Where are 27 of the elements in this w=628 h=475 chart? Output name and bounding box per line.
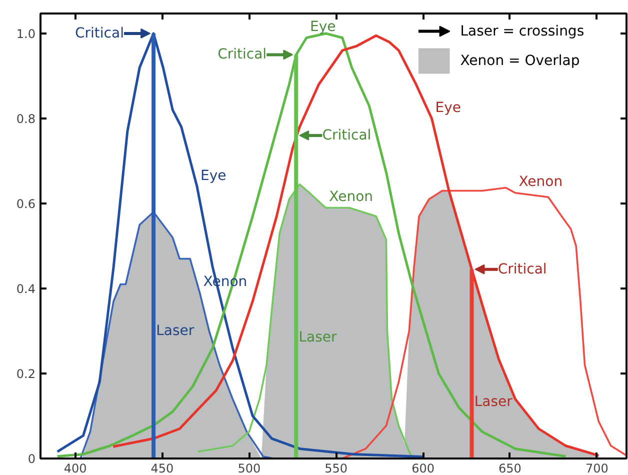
annotation: Xenon <box>518 174 563 190</box>
annotation: Critical <box>498 261 547 278</box>
x-tick-label: 650 <box>498 462 522 475</box>
annotation: Eye <box>310 19 336 36</box>
x-tick-label: 450 <box>150 462 174 475</box>
x-tick-label: 700 <box>585 462 608 475</box>
y-tick-label: 1.0 <box>16 26 36 41</box>
annotation: Eye <box>200 168 226 184</box>
legend-label: Xenon = Overlap <box>460 53 580 70</box>
annotation: Eye <box>435 100 461 116</box>
annotation: Critical <box>322 127 372 144</box>
x-tick-label: 550 <box>324 462 348 475</box>
y-tick-label: 0.8 <box>16 112 36 126</box>
annotation: Laser = crossings <box>460 23 584 40</box>
y-tick-label: 0.4 <box>16 282 36 296</box>
y-tick-label: 0 <box>28 452 36 466</box>
series-label: Laser <box>474 394 513 410</box>
annotation: Critical <box>218 46 267 63</box>
y-tick-label: 0.2 <box>16 366 36 381</box>
series-label: Laser <box>298 329 338 346</box>
annotation: Xenon <box>329 189 374 206</box>
x-tick-label: 400 <box>64 462 87 475</box>
annotation: Critical <box>75 25 124 42</box>
y-tick-label: 0.6 <box>16 196 36 211</box>
x-tick-label: 600 <box>412 462 435 475</box>
x-tick-label: 500 <box>238 462 261 475</box>
series-label: Laser <box>156 322 194 339</box>
